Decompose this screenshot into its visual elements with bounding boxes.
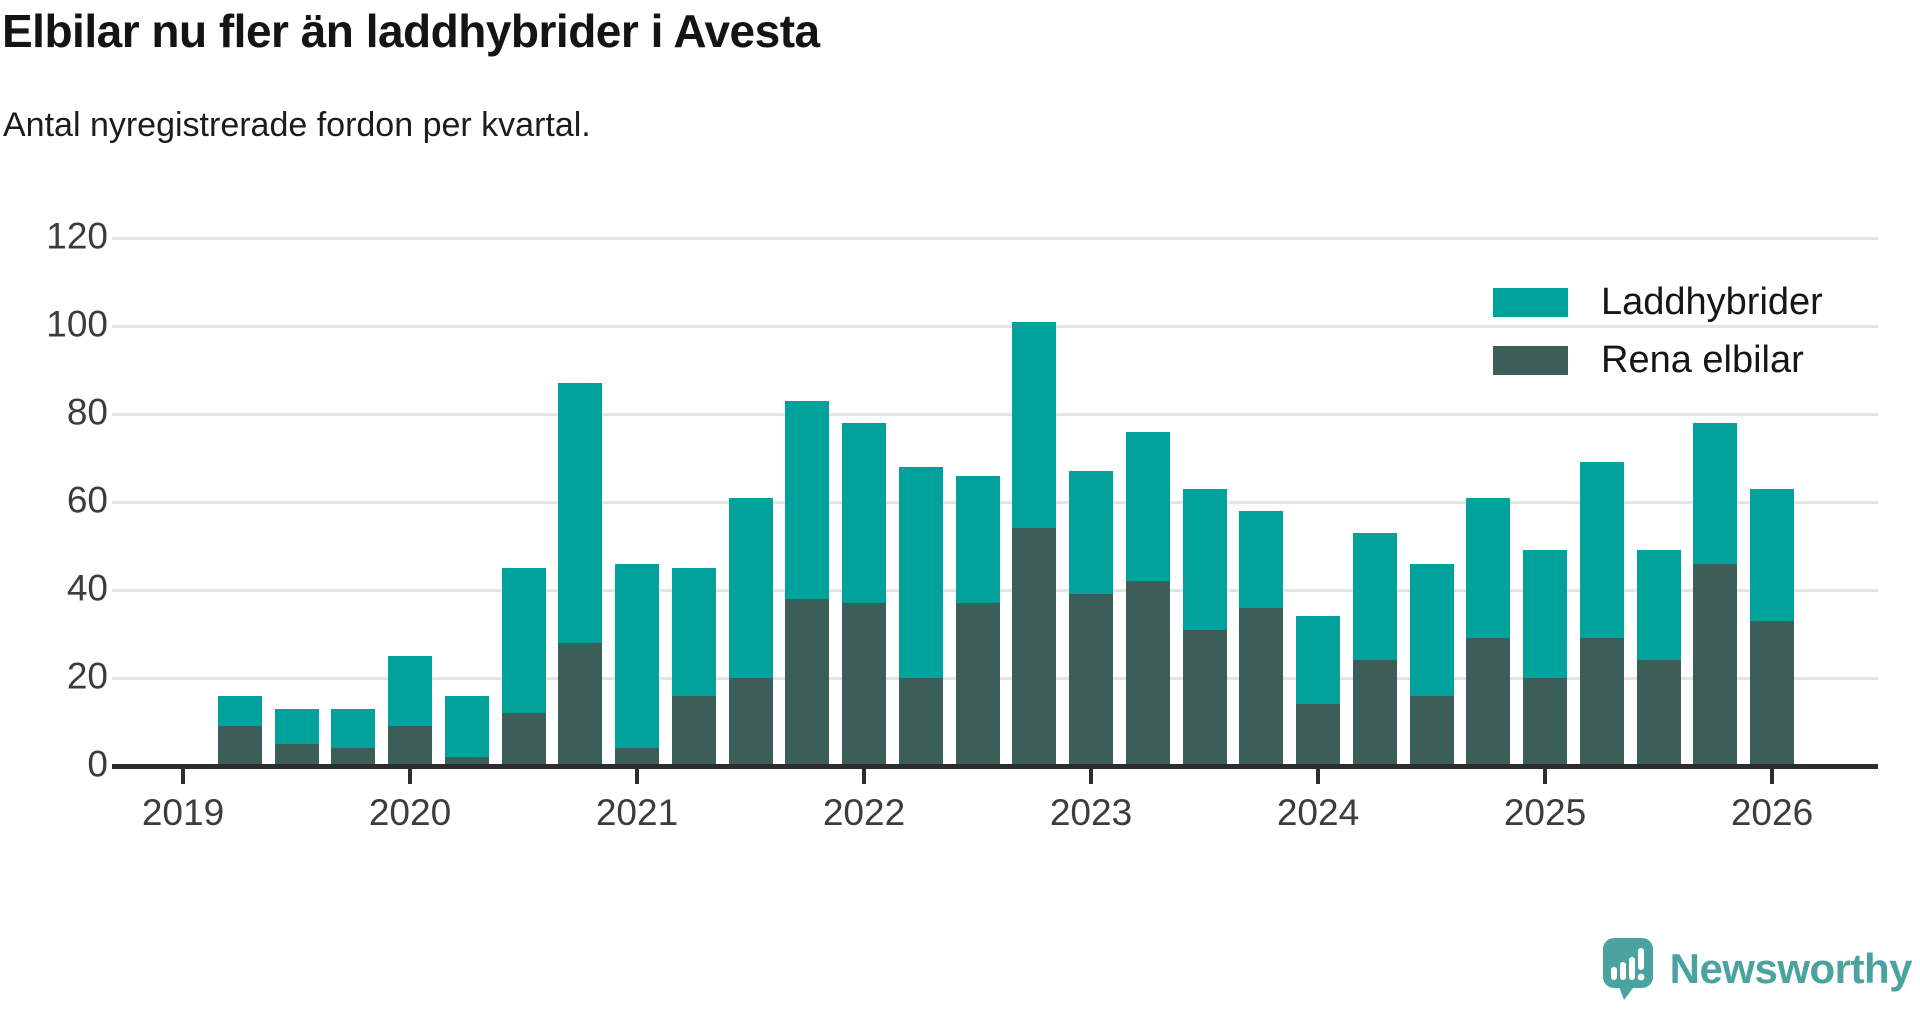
bar-2021Q4-rena-elbilar [785,598,830,766]
y-axis-label-60: 60 [66,479,108,521]
bar-2021Q1-laddhybrider [615,563,659,749]
bar-2026Q1-laddhybrider [1750,488,1794,621]
y-axis-label-120: 120 [46,215,108,257]
x-axis-tick-2019 [181,769,185,784]
bar-2024Q1-rena-elbilar [1296,704,1340,766]
bar-2024Q2-rena-elbilar [1352,660,1397,766]
bar-2019Q2-laddhybrider [217,695,262,727]
x-axis-tick-2024 [1316,769,1320,784]
bar-2022Q1-laddhybrider [842,422,886,604]
bar-2025Q2-laddhybrider [1579,462,1624,639]
y-axis-label-80: 80 [66,391,108,433]
newsworthy-wordmark: Newsworthy [1669,945,1913,992]
x-axis-label-2026: 2026 [1730,792,1814,833]
bar-2022Q4-laddhybrider [1012,321,1057,529]
bar-2019Q4-rena-elbilar [331,748,376,766]
bar-2025Q1-rena-elbilar [1523,678,1567,766]
bar-2021Q1-rena-elbilar [615,748,659,766]
bar-2020Q3-laddhybrider [501,568,546,714]
bar-2024Q4-rena-elbilar [1466,638,1511,766]
bar-2023Q3-rena-elbilar [1182,629,1227,766]
bar-2020Q2-rena-elbilar [444,757,489,766]
x-axis-tick-2021 [635,769,639,784]
y-axis-label-40: 40 [66,567,108,609]
bar-2023Q1-rena-elbilar [1069,594,1113,766]
bar-2026Q1-rena-elbilar [1750,620,1794,766]
bar-2025Q4-laddhybrider [1693,422,1738,564]
page-title: Elbilar nu fler än laddhybrider i Avesta [2,5,820,57]
bar-2020Q3-rena-elbilar [501,713,546,766]
bar-2022Q3-laddhybrider [955,475,1000,604]
x-axis-label-2021: 2021 [595,792,679,833]
bar-2021Q3-laddhybrider [728,497,773,678]
bar-2019Q2-rena-elbilar [217,726,262,766]
bar-2023Q3-laddhybrider [1182,488,1227,630]
x-axis-tick-2026 [1770,769,1774,784]
bar-2020Q4-laddhybrider [558,383,603,643]
bar-2024Q2-laddhybrider [1352,532,1397,661]
newsworthy-bubble-icon [1602,938,1653,1000]
gridline-100 [112,325,1878,328]
bar-2022Q2-laddhybrider [898,466,943,678]
legend-label: Rena elbilar [1601,339,1804,381]
bar-2025Q3-laddhybrider [1636,550,1681,661]
bar-2024Q3-rena-elbilar [1409,695,1454,766]
x-axis-label-2022: 2022 [822,792,906,833]
x-axis-tick-2025 [1543,769,1547,784]
x-axis-label-2023: 2023 [1049,792,1133,833]
x-axis-label-2024: 2024 [1276,792,1360,833]
bar-2024Q4-laddhybrider [1466,497,1511,639]
bar-2023Q1-laddhybrider [1069,471,1113,595]
x-axis-line [112,764,1878,769]
bar-2020Q2-laddhybrider [444,695,489,758]
chart-subtitle: Antal nyregistrerade fordon per kvartal. [3,106,591,144]
x-axis-tick-2020 [408,769,412,784]
legend-label: Laddhybrider [1601,281,1823,323]
bar-2021Q4-laddhybrider [785,400,830,599]
bar-2024Q1-laddhybrider [1296,616,1340,705]
bar-2019Q3-rena-elbilar [274,744,319,766]
bar-2025Q2-rena-elbilar [1579,638,1624,766]
bar-2023Q4-rena-elbilar [1239,607,1284,766]
y-axis-label-20: 20 [66,655,108,697]
bar-2023Q2-rena-elbilar [1125,581,1170,766]
x-axis-label-2019: 2019 [141,792,225,833]
bar-2022Q1-rena-elbilar [842,603,886,766]
bar-2021Q2-laddhybrider [671,568,716,696]
laddhybrider-swatch-icon [1493,288,1568,317]
bar-2023Q2-laddhybrider [1125,431,1170,582]
bar-2023Q4-laddhybrider [1239,510,1284,608]
bar-2021Q3-rena-elbilar [728,678,773,766]
x-axis-label-2020: 2020 [368,792,452,833]
bar-2019Q4-laddhybrider [331,708,376,749]
gridline-120 [112,237,1878,240]
bar-2022Q3-rena-elbilar [955,603,1000,766]
x-axis-label-2025: 2025 [1503,792,1587,833]
newsworthy-logo: Newsworthy [1602,938,1913,1000]
bar-2024Q3-laddhybrider [1409,563,1454,696]
legend-item-rena-elbilar: Rena elbilar [1493,339,1804,382]
bar-2025Q1-laddhybrider [1523,550,1567,678]
bar-2020Q1-laddhybrider [388,656,432,727]
y-axis-label-100: 100 [46,303,108,345]
bar-2022Q4-rena-elbilar [1012,528,1057,766]
gridline-80 [112,413,1878,416]
bar-2025Q3-rena-elbilar [1636,660,1681,766]
x-axis-tick-2022 [862,769,866,784]
bar-2025Q4-rena-elbilar [1693,563,1738,766]
legend-item-laddhybrider: Laddhybrider [1493,281,1823,324]
bar-2020Q4-rena-elbilar [558,642,603,766]
bar-2021Q2-rena-elbilar [671,695,716,766]
rena-elbilar-swatch-icon [1493,346,1568,375]
bar-2022Q2-rena-elbilar [898,678,943,766]
x-axis-tick-2023 [1089,769,1093,784]
bar-2020Q1-rena-elbilar [388,726,432,766]
y-axis-label-0: 0 [87,743,108,785]
bar-2019Q3-laddhybrider [274,708,319,744]
